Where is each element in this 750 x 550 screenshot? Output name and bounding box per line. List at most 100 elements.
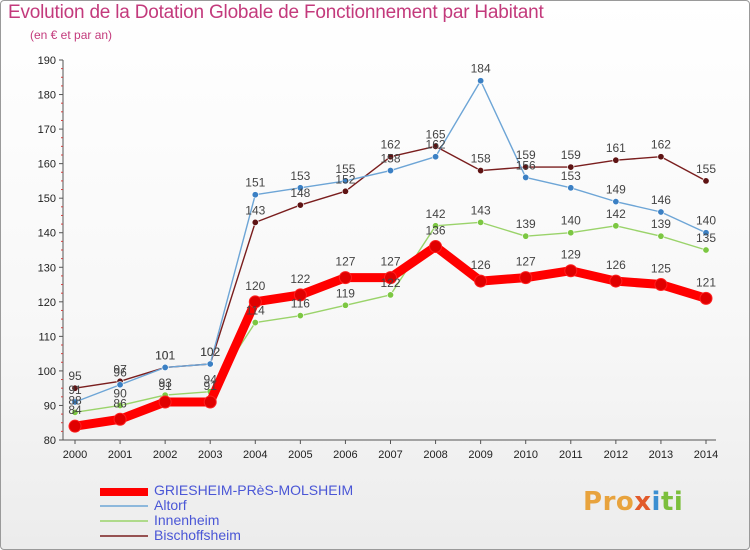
data-label: 122 <box>290 272 310 286</box>
data-label: 162 <box>651 138 671 152</box>
data-point <box>522 232 530 240</box>
x-tick-label: 2008 <box>423 449 447 461</box>
data-point <box>296 201 304 209</box>
x-tick-label: 2014 <box>694 449 718 461</box>
data-label: 152 <box>335 172 355 186</box>
data-point <box>564 264 578 278</box>
y-tick-label: 120 <box>38 297 56 309</box>
data-label: 135 <box>696 231 716 245</box>
data-label: 143 <box>245 203 265 217</box>
data-point <box>654 278 668 292</box>
data-label: 155 <box>335 162 355 176</box>
data-label: 162 <box>380 138 400 152</box>
data-label: 90 <box>113 386 127 400</box>
legend-label: Bischoffsheim <box>154 527 241 543</box>
data-label: 84 <box>68 403 82 417</box>
data-point <box>612 222 620 230</box>
data-label: 165 <box>426 127 446 141</box>
data-label: 127 <box>380 255 400 269</box>
data-label: 143 <box>471 203 491 217</box>
data-label: 146 <box>651 193 671 207</box>
x-tick-label: 2011 <box>559 449 583 461</box>
data-label: 126 <box>471 258 491 272</box>
y-tick-label: 150 <box>38 193 56 205</box>
data-point <box>432 222 440 230</box>
data-point <box>609 274 623 288</box>
data-point <box>158 395 172 409</box>
data-point <box>386 291 394 299</box>
data-point <box>248 295 262 309</box>
y-tick-label: 170 <box>38 124 56 136</box>
y-tick-label: 160 <box>38 159 56 171</box>
data-point <box>699 291 713 305</box>
data-label: 116 <box>291 297 310 311</box>
data-point <box>657 208 665 216</box>
data-label: 95 <box>68 369 82 383</box>
data-label: 93 <box>158 376 172 390</box>
data-label: 91 <box>204 379 218 393</box>
y-tick-label: 180 <box>38 90 56 102</box>
y-tick-label: 100 <box>38 366 56 378</box>
data-label: 142 <box>606 207 626 221</box>
y-tick-label: 90 <box>44 400 56 412</box>
data-label: 120 <box>245 279 265 293</box>
data-label: 86 <box>113 396 127 410</box>
data-label: 140 <box>561 214 581 228</box>
x-tick-label: 2006 <box>333 449 357 461</box>
data-point <box>68 419 82 433</box>
data-point <box>71 398 79 406</box>
x-tick-label: 2005 <box>288 449 312 461</box>
data-point <box>567 184 575 192</box>
legend-swatch <box>100 505 148 507</box>
x-tick-label: 2009 <box>468 449 492 461</box>
data-point <box>519 271 533 285</box>
data-point <box>341 301 349 309</box>
chart-title: Evolution de la Dotation Globale de Fonc… <box>8 2 544 23</box>
data-label: 102 <box>200 345 220 359</box>
data-point <box>341 177 349 185</box>
data-label: 153 <box>290 169 310 183</box>
data-label: 127 <box>516 255 536 269</box>
data-point <box>702 229 710 237</box>
data-label: 88 <box>68 393 82 407</box>
y-tick-label: 190 <box>38 55 56 67</box>
y-tick-label: 140 <box>38 228 56 240</box>
data-label: 162 <box>426 138 446 152</box>
legend-label: GRIESHEIM-PRèS-MOLSHEIM <box>154 482 354 498</box>
data-point <box>432 142 440 150</box>
data-point <box>71 384 79 392</box>
data-point <box>477 167 485 175</box>
data-point <box>522 163 530 171</box>
data-label: 148 <box>290 186 310 200</box>
legend-swatch <box>100 488 148 496</box>
data-label: 122 <box>380 276 400 290</box>
data-label: 102 <box>200 345 220 359</box>
legend-swatch <box>100 535 148 537</box>
data-label: 151 <box>245 176 265 190</box>
data-point <box>116 401 124 409</box>
data-point <box>203 395 217 409</box>
data-point <box>702 177 710 185</box>
data-label: 119 <box>336 286 355 300</box>
data-point <box>522 173 530 181</box>
data-label: 184 <box>471 62 491 76</box>
data-point <box>657 232 665 240</box>
data-label: 139 <box>651 217 671 231</box>
x-tick-label: 2001 <box>108 449 132 461</box>
data-label: 159 <box>516 148 536 162</box>
data-point <box>296 184 304 192</box>
data-label: 159 <box>561 148 581 162</box>
data-label: 126 <box>606 258 626 272</box>
data-point <box>293 288 307 302</box>
data-label: 140 <box>696 214 716 228</box>
data-label: 142 <box>426 207 446 221</box>
data-point <box>251 218 259 226</box>
y-tick-label: 110 <box>38 331 56 343</box>
legend-label: Altorf <box>154 497 187 513</box>
chart-subtitle: (en € et par an) <box>30 28 113 42</box>
x-tick-label: 2000 <box>63 449 87 461</box>
data-point <box>567 163 575 171</box>
data-label: 125 <box>651 262 671 276</box>
data-point <box>384 271 397 285</box>
